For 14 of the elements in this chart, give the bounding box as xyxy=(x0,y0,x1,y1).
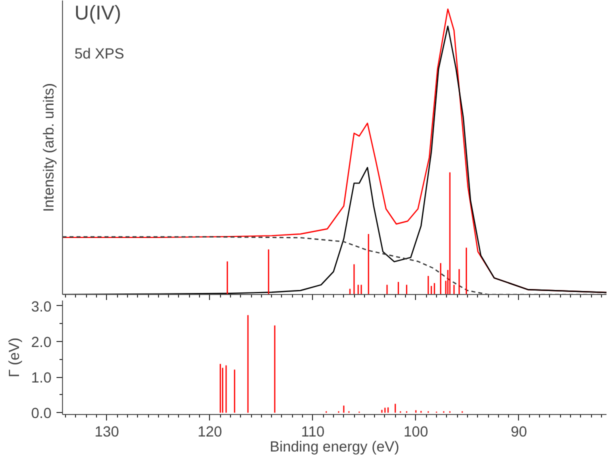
y-tick-label: 0.0 xyxy=(31,406,52,422)
x-axis-title: Binding energy (eV) xyxy=(270,440,400,456)
y-tick-label: 2.0 xyxy=(31,334,52,351)
x-tick-label: 120 xyxy=(198,424,222,440)
x-tick-label: 110 xyxy=(301,424,325,440)
annotation: 5d XPS xyxy=(74,46,124,62)
x-tick-label: 100 xyxy=(404,424,428,440)
y-axis-title: Intensity (arb. units) xyxy=(42,83,58,212)
annotation: U(IV) xyxy=(74,2,122,24)
y-axis-title: Γ (eV) xyxy=(7,338,24,378)
y-tick-label: 1.0 xyxy=(31,370,52,387)
y-tick-label: 3.0 xyxy=(31,300,52,316)
x-tick-label: 130 xyxy=(94,424,120,440)
x-tick-label: 90 xyxy=(510,424,528,440)
